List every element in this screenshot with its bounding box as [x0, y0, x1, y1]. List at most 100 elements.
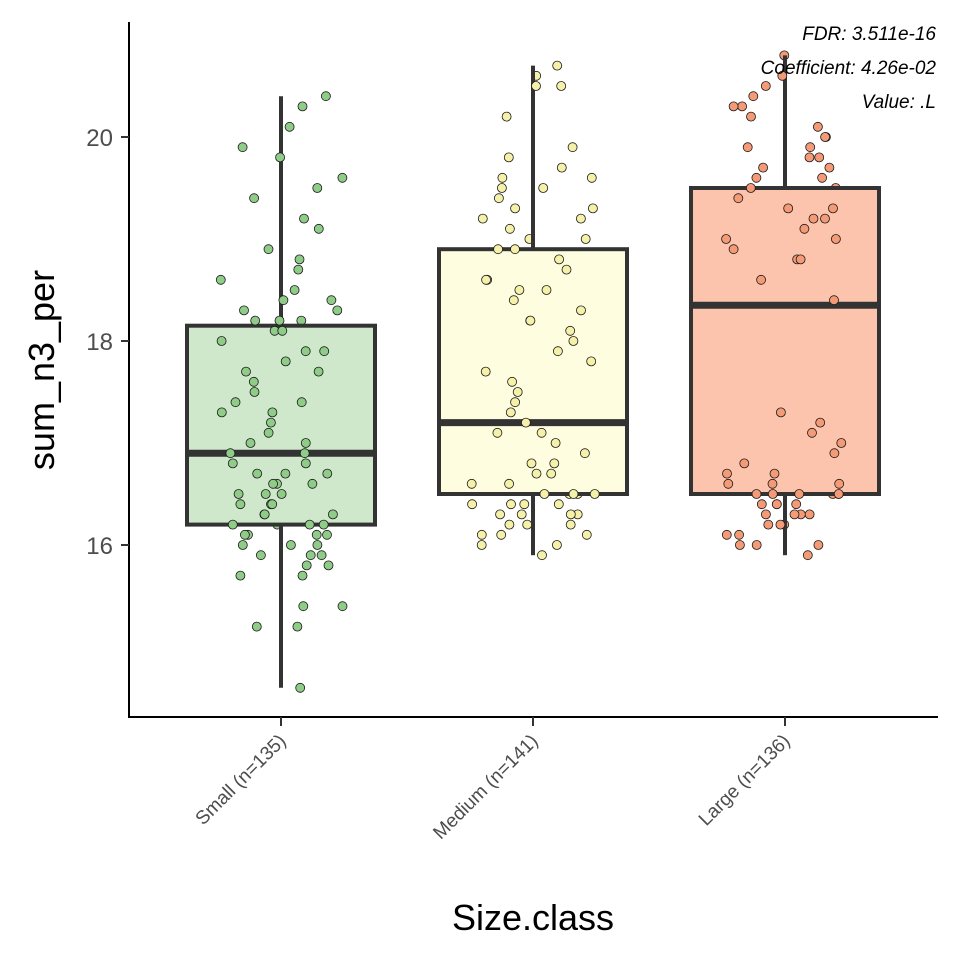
data-point: [552, 540, 562, 550]
data-point: [742, 142, 753, 153]
data-point: [316, 550, 327, 561]
data-point: [304, 519, 315, 530]
data-point: [820, 213, 830, 224]
data-point: [267, 407, 278, 418]
data-point: [467, 499, 478, 510]
data-point: [556, 162, 567, 173]
data-point: [576, 305, 586, 316]
data-point: [805, 142, 816, 153]
data-point: [496, 183, 507, 193]
data-point: [815, 417, 826, 428]
data-point: [275, 152, 286, 163]
data-point: [233, 489, 244, 499]
data-point: [817, 172, 827, 183]
data-point: [539, 489, 550, 499]
data-point: [807, 427, 817, 438]
y-tick-label: 20: [86, 125, 113, 152]
data-point: [311, 529, 322, 540]
data-point: [589, 489, 600, 499]
data-point: [225, 448, 236, 459]
data-point: [506, 499, 516, 510]
data-point: [215, 274, 226, 285]
data-point: [735, 540, 745, 550]
jitter-points-front-layer: [215, 60, 847, 632]
data-point: [814, 152, 825, 163]
data-point: [235, 499, 246, 510]
data-point: [553, 499, 564, 510]
data-point: [776, 407, 786, 418]
data-point: [466, 478, 477, 489]
data-point: [561, 264, 572, 275]
data-point: [829, 295, 839, 306]
data-point: [758, 162, 768, 173]
data-point: [318, 519, 329, 530]
data-point: [836, 438, 847, 448]
data-point: [252, 468, 263, 479]
x-tick-label: Large (n=136): [695, 731, 795, 831]
data-point: [245, 438, 256, 448]
data-point: [510, 397, 520, 408]
data-point: [804, 152, 815, 163]
data-point: [820, 132, 830, 142]
data-point: [808, 213, 819, 224]
data-point: [756, 499, 767, 510]
box-1: [437, 65, 629, 556]
data-point: [777, 70, 788, 81]
data-point: [581, 529, 592, 540]
data-point: [276, 489, 287, 499]
data-point: [521, 417, 531, 428]
data-point: [541, 285, 552, 295]
data-point: [580, 448, 590, 459]
data-point: [274, 315, 285, 326]
data-point: [791, 499, 802, 510]
box-iqr: [437, 247, 629, 496]
data-point: [751, 489, 762, 499]
data-point: [497, 172, 508, 183]
data-point: [526, 458, 537, 469]
data-point: [769, 468, 780, 479]
data-point: [828, 203, 838, 214]
x-ticks-layer: Small (n=135) Medium (n=141) Large (n=136): [192, 717, 795, 844]
data-point: [337, 601, 348, 612]
annotation-value: Value: .L: [862, 92, 936, 113]
data-point: [296, 397, 307, 408]
data-point: [804, 509, 815, 520]
data-point: [760, 81, 771, 91]
data-point: [280, 356, 291, 367]
data-point: [495, 509, 506, 520]
data-point: [268, 478, 279, 489]
data-point: [795, 254, 806, 265]
data-point: [476, 529, 487, 540]
data-point: [313, 223, 324, 234]
data-point: [556, 81, 567, 91]
data-point: [580, 234, 591, 244]
data-point: [553, 346, 563, 357]
data-point: [216, 336, 227, 346]
data-point: [546, 468, 557, 479]
data-point: [756, 274, 766, 285]
data-point: [480, 366, 491, 377]
data-point: [746, 111, 756, 122]
data-point: [294, 254, 305, 265]
data-point: [235, 570, 246, 581]
data-point: [552, 60, 563, 71]
data-point: [586, 172, 597, 183]
data-point: [250, 315, 261, 326]
data-point: [292, 621, 303, 632]
data-point: [538, 183, 549, 193]
data-point: [554, 254, 564, 265]
data-point: [312, 183, 323, 193]
data-point: [326, 295, 337, 306]
data-point: [496, 529, 507, 540]
data-point: [565, 519, 576, 530]
data-point: [519, 499, 530, 510]
data-point: [531, 81, 541, 91]
data-point: [751, 540, 762, 550]
data-point: [312, 540, 323, 550]
y-tick-label: 16: [86, 533, 113, 560]
data-point: [537, 550, 547, 561]
data-point: [767, 489, 778, 499]
data-point: [301, 560, 312, 571]
data-point: [794, 489, 805, 499]
